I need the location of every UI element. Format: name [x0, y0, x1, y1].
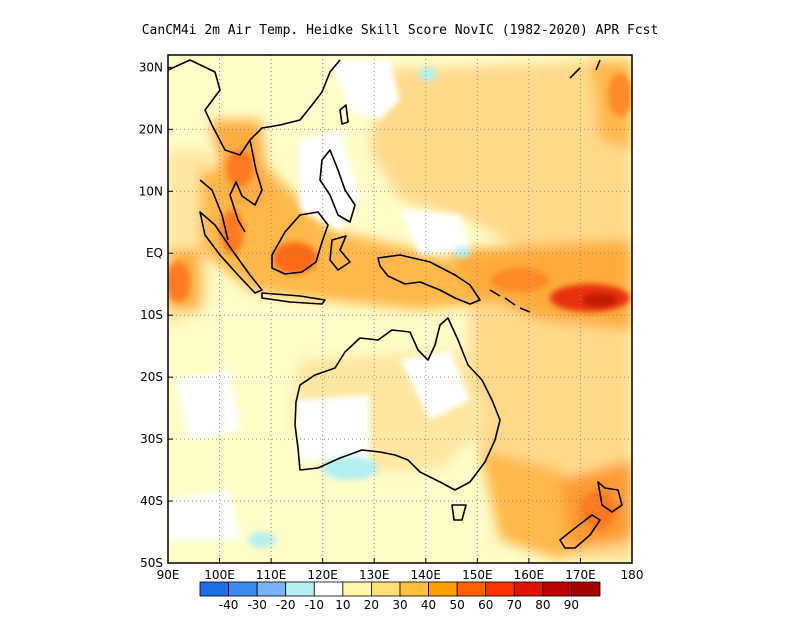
sulawesi-coast — [329, 235, 351, 271]
latitude-tick-label: 10N — [139, 184, 163, 198]
coastlines — [168, 59, 623, 549]
southern-ocean-blue-spot — [248, 532, 276, 548]
east-pacific-edge-hotspot — [608, 73, 632, 117]
map-panel — [168, 55, 632, 563]
longitude-tick-label: 160E — [514, 568, 545, 582]
sumatra-coast — [199, 211, 263, 294]
colorbar: -40 -30 -20 -10 10 20 30 40 50 60 70 80 90 — [199, 581, 601, 612]
colorbar-swatch — [542, 581, 572, 597]
nz-hotspot — [580, 490, 616, 530]
java-coast — [261, 292, 326, 305]
philippines-coast — [319, 149, 356, 223]
colorbar-label: 50 — [450, 598, 465, 612]
japan-coast — [569, 59, 601, 79]
latitude-tick-label: 30S — [140, 432, 163, 446]
colorbar-label: -40 — [219, 598, 239, 612]
colorbar-swatch — [199, 581, 229, 597]
south-china-sea-white-area — [330, 60, 400, 120]
longitude-tick-label: 130E — [359, 568, 390, 582]
new-zealand-coast — [559, 481, 623, 549]
colorbar-label: -30 — [247, 598, 267, 612]
colorbar-label: 30 — [392, 598, 407, 612]
longitude-tick-label: 90E — [157, 568, 180, 582]
latitude-tick-label: 20S — [140, 370, 163, 384]
latitude-tick-label: 50S — [140, 556, 163, 570]
colorbar-label: 40 — [421, 598, 436, 612]
indian-ocean-hotspot — [168, 262, 190, 302]
colorbar-swatch — [513, 581, 544, 597]
southwest-white-area — [168, 490, 240, 540]
solomon-islands-coast — [489, 289, 531, 313]
colorbar-label: 70 — [507, 598, 522, 612]
indian-ocean-white-area — [175, 370, 240, 440]
tasmania-coast — [451, 504, 467, 521]
skill-score-hotspots — [168, 73, 632, 530]
longitude-tick-label: 150E — [462, 568, 493, 582]
philippine-white-area — [300, 130, 360, 230]
colorbar-swatch — [313, 581, 344, 597]
asia-mainland-coast — [168, 59, 341, 241]
colorbar-swatch — [371, 581, 401, 597]
latitude-tick-label: 20N — [139, 122, 163, 136]
colorbar-label: -10 — [304, 598, 324, 612]
map-title: CanCM4i 2m Air Temp. Heidke Skill Score … — [142, 23, 659, 38]
colorbar-label: 80 — [535, 598, 550, 612]
new-guinea-coast — [377, 254, 481, 305]
borneo-coast — [271, 211, 329, 275]
coral-sea-blue-spot — [454, 246, 470, 258]
longitude-tick-label: 120E — [307, 568, 338, 582]
colorbar-swatch — [571, 581, 601, 597]
colorbar-swatch — [285, 581, 315, 597]
latitude-tick-label: 40S — [140, 494, 163, 508]
taiwan-coast — [339, 104, 349, 125]
low-skill-areas — [168, 60, 470, 548]
colorbar-label: 20 — [364, 598, 379, 612]
colorbar-swatch — [342, 581, 372, 597]
colorbar-swatch — [456, 581, 487, 597]
colorbar-swatch — [428, 581, 458, 597]
colorbar-label: 90 — [564, 598, 579, 612]
colorbar-label: 10 — [335, 598, 350, 612]
australia-coast — [294, 317, 501, 491]
longitude-tick-label: 180 — [621, 568, 644, 582]
philippine-sea-blue-spot — [419, 67, 437, 81]
bight-blue-area — [322, 456, 378, 480]
map-grid — [168, 55, 632, 563]
map-frame — [167, 54, 633, 564]
latitude-tick-label: 10S — [140, 308, 163, 322]
longitude-tick-label: 100E — [204, 568, 235, 582]
north-australia-white-area — [400, 350, 470, 420]
west-australia-white-area — [295, 395, 370, 460]
colorbar-swatch — [485, 581, 515, 597]
colorbar-label: 60 — [478, 598, 493, 612]
pacific-north-warm-field — [370, 60, 632, 260]
longitude-labels: 90E 100E 110E 120E 130E 140E 150E 160E 170E 180 — [157, 558, 644, 582]
colorbar-label: -20 — [276, 598, 296, 612]
melanesia-hotspot — [490, 268, 550, 292]
colorbar-swatch — [228, 581, 258, 597]
latitude-tick-label: 30N — [139, 60, 163, 74]
borneo-hotspot — [273, 242, 317, 274]
latitude-tick-label: EQ — [146, 246, 163, 260]
longitude-tick-label: 140E — [411, 568, 442, 582]
thailand-hotspot — [226, 150, 254, 186]
colorbar-swatch — [256, 581, 287, 597]
pacific-core-hotspot — [582, 293, 618, 307]
west-pacific-white-area — [400, 210, 470, 255]
longitude-tick-label: 110E — [256, 568, 287, 582]
latitude-labels: 30N 20N 10N EQ 10S 20S 30S 40S 50S — [139, 60, 173, 570]
longitude-tick-label: 170E — [565, 568, 596, 582]
sumatra-hotspot — [220, 210, 244, 254]
colorbar-swatch — [399, 581, 429, 597]
